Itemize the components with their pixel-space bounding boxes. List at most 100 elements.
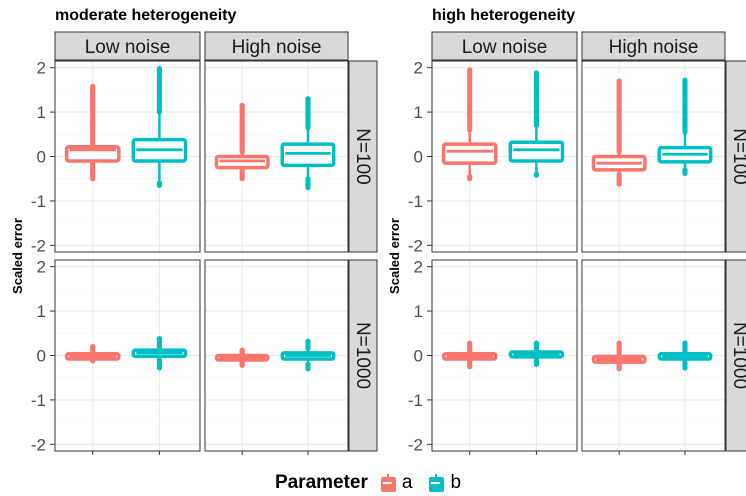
column-strip-label: Low noise — [462, 37, 548, 58]
row-strip — [725, 60, 746, 253]
box-a — [441, 67, 498, 182]
row-strip-label: N=100 — [729, 128, 746, 185]
y-tick-label: 0 — [414, 347, 423, 366]
y-tick-label: -1 — [408, 391, 423, 410]
box-b — [131, 65, 188, 188]
y-tick-label: 1 — [414, 103, 423, 122]
facet-panel — [54, 259, 201, 452]
box-a — [214, 102, 270, 182]
y-tick-label: -2 — [31, 236, 46, 255]
outlier-point — [682, 340, 688, 346]
y-tick-label: 2 — [37, 59, 46, 78]
column-strip — [581, 31, 726, 61]
panel-border — [204, 259, 349, 452]
legend-label-a: a — [401, 472, 413, 493]
outlier-point — [682, 77, 688, 83]
y-tick-label: 0 — [37, 148, 46, 167]
outlier-point — [90, 176, 96, 182]
panel-border — [54, 60, 201, 253]
legend-key-b-median — [431, 482, 441, 484]
facet-panel — [204, 60, 349, 253]
y-tick-label: -1 — [31, 192, 46, 211]
legend-key-b — [428, 474, 445, 492]
legend-key-a — [380, 474, 396, 492]
box-body — [508, 140, 565, 163]
y-tick-label: 2 — [414, 59, 423, 78]
outlier-point — [156, 336, 162, 342]
box-a — [64, 83, 121, 182]
box-b — [280, 338, 336, 372]
outlier-point — [467, 67, 473, 73]
y-tick-label: 2 — [37, 258, 46, 277]
panel-border — [581, 259, 726, 452]
outlier-point — [90, 83, 96, 89]
outlier-point — [533, 172, 539, 178]
facet-panel — [431, 259, 578, 452]
legend-key-b-box — [429, 477, 445, 492]
row-strip-label: N=1000 — [729, 322, 746, 389]
outlier-point — [239, 102, 245, 109]
row-strip-label: N=100 — [352, 128, 373, 185]
outlier-point — [467, 364, 473, 370]
box-body — [441, 142, 498, 165]
box-a — [591, 78, 647, 187]
outlier-point — [533, 361, 539, 367]
facet-panel — [204, 259, 349, 452]
facet-panel — [581, 259, 726, 452]
outlier-point — [305, 184, 311, 191]
box-b — [657, 340, 713, 371]
outlier-point — [533, 340, 539, 346]
column-strip-label: Low noise — [85, 37, 171, 58]
box-a — [64, 344, 121, 364]
outlier-point — [305, 96, 311, 102]
facet-panel — [54, 60, 201, 253]
box-a — [441, 340, 498, 370]
column-strip-label: High noise — [232, 37, 322, 58]
outlier-point — [156, 182, 162, 188]
y-tick-label: -2 — [31, 435, 46, 454]
box-a — [214, 347, 270, 368]
chart-0: moderate heterogeneity Low noise High nois… — [10, 7, 378, 455]
y-axis-label: Scaled error — [10, 218, 25, 294]
facet-panel — [431, 60, 578, 253]
column-strip — [431, 31, 578, 61]
outlier-point — [682, 365, 688, 371]
legend-key-a-median — [382, 482, 392, 484]
row-strip — [348, 259, 378, 452]
y-axis-label: Scaled error — [387, 218, 402, 294]
panel-border — [581, 60, 726, 253]
outlier-point — [239, 362, 245, 368]
y-tick-label: -2 — [408, 236, 423, 255]
chart-title: moderate heterogeneity — [55, 7, 236, 24]
outlier-point — [156, 65, 162, 72]
outlier-point — [156, 365, 162, 371]
outlier-point — [616, 78, 622, 84]
box-b — [131, 336, 188, 371]
y-tick-label: 1 — [414, 302, 423, 321]
legend-key-a-box — [380, 477, 396, 492]
outlier-point — [616, 181, 622, 187]
box-b — [280, 96, 336, 191]
box-a — [591, 340, 647, 372]
panel-border — [204, 60, 349, 253]
y-tick-label: -1 — [31, 391, 46, 410]
legend: Parameter a b — [0, 470, 746, 496]
chart-title: high heterogeneity — [432, 7, 575, 24]
y-tick-label: 2 — [414, 258, 423, 277]
panel-border — [54, 259, 201, 452]
column-strip-label: High noise — [609, 37, 699, 58]
outlier-point — [90, 344, 96, 350]
outlier-point — [239, 347, 245, 353]
row-strip — [725, 259, 746, 452]
outlier-point — [305, 366, 311, 372]
column-strip — [54, 31, 201, 61]
faceted-boxplot-figure: moderate heterogeneity Low noise High nois… — [10, 7, 746, 455]
panel-border — [431, 259, 578, 452]
legend-title: Parameter — [274, 472, 368, 493]
box-b — [657, 77, 713, 176]
legend-label-b: b — [450, 472, 462, 493]
y-tick-label: 1 — [37, 302, 46, 321]
outlier-point — [467, 340, 473, 346]
chart-1: high heterogeneity Low noise High noise N=1… — [387, 7, 746, 455]
box-b — [508, 70, 565, 178]
